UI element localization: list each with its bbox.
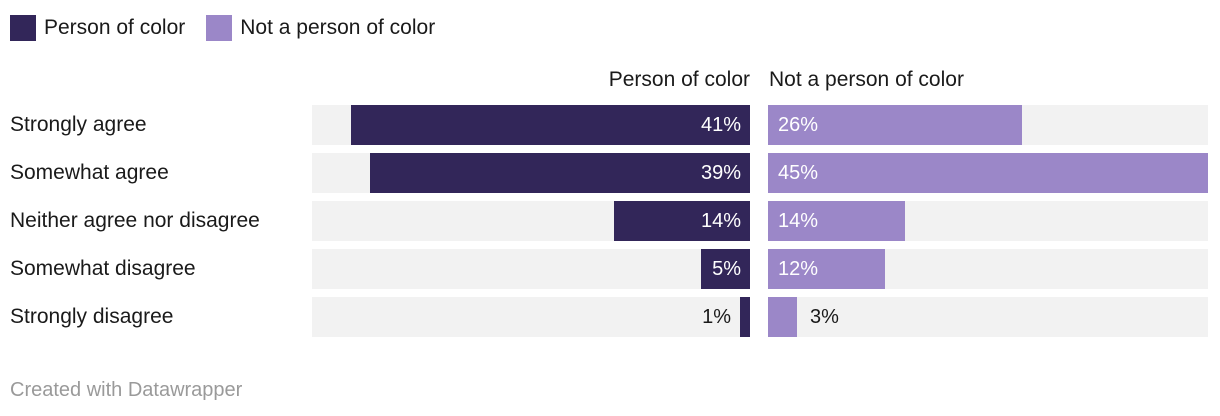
legend-label: Person of color: [44, 16, 186, 39]
bar-track-left: 1%: [312, 297, 750, 337]
bar-person-of-color: [701, 249, 750, 289]
bar-track-left: 5%: [312, 249, 750, 289]
bar-track-right: 12%: [768, 249, 1208, 289]
legend-swatch-light-purple: [206, 15, 233, 41]
bar-value-label: 26%: [778, 114, 819, 136]
chart-row-strongly-agree: Strongly agree 41% 26%: [0, 105, 1220, 145]
bar-not-person-of-color: [768, 201, 905, 241]
bar-value-label: 1%: [702, 306, 731, 328]
category-label: Strongly disagree: [10, 305, 174, 328]
bar-track-right: 26%: [768, 105, 1208, 145]
bar-person-of-color: [370, 153, 750, 193]
bar-track-left: 39%: [312, 153, 750, 193]
bar-value-label: 41%: [700, 114, 741, 136]
chart-row-neither: Neither agree nor disagree 14% 14%: [0, 201, 1220, 241]
bar-value-label: 39%: [700, 162, 741, 184]
bar-person-of-color: [351, 105, 750, 145]
bar-track-right: 3%: [768, 297, 1208, 337]
bar-value-label: 12%: [778, 258, 819, 280]
bar-person-of-color: [614, 201, 750, 241]
chart-row-strongly-disagree: Strongly disagree 1% 3%: [0, 297, 1220, 337]
bar-track-right: 14%: [768, 201, 1208, 241]
bar-not-person-of-color: [768, 105, 1022, 145]
category-label: Strongly agree: [10, 113, 147, 136]
bar-value-label: 3%: [810, 306, 839, 328]
legend-label: Not a person of color: [240, 16, 436, 39]
column-header-person-of-color: Person of color: [608, 68, 750, 91]
chart-row-somewhat-disagree: Somewhat disagree 5% 12%: [0, 249, 1220, 289]
bar-track-left: 14%: [312, 201, 750, 241]
bar-value-label: 14%: [700, 210, 741, 232]
bar-value-label: 14%: [778, 210, 819, 232]
legend-item-person-of-color: Person of color: [10, 15, 185, 41]
datawrapper-credit-link[interactable]: Created with Datawrapper: [10, 379, 243, 401]
category-label: Neither agree nor disagree: [10, 209, 260, 232]
bar-value-label: 5%: [712, 258, 741, 280]
legend-item-not-person-of-color: Not a person of color: [206, 15, 435, 41]
bar-not-person-of-color: [768, 297, 797, 337]
category-label: Somewhat disagree: [10, 257, 196, 280]
bar-person-of-color: [740, 297, 750, 337]
chart-row-somewhat-agree: Somewhat agree 39% 45%: [0, 153, 1220, 193]
column-header-not-person-of-color: Not a person of color: [769, 68, 964, 91]
bar-rows: Strongly agree 41% 26% Somewhat agree 39…: [0, 105, 1220, 345]
legend-swatch-dark-purple: [10, 15, 36, 41]
bar-track-right: 45%: [768, 153, 1208, 193]
legend: Person of color Not a person of color: [10, 15, 435, 41]
category-label: Somewhat agree: [10, 161, 169, 184]
bar-value-label: 45%: [778, 162, 819, 184]
bar-not-person-of-color: [768, 249, 885, 289]
bar-not-person-of-color: [768, 153, 1208, 193]
bar-track-left: 41%: [312, 105, 750, 145]
